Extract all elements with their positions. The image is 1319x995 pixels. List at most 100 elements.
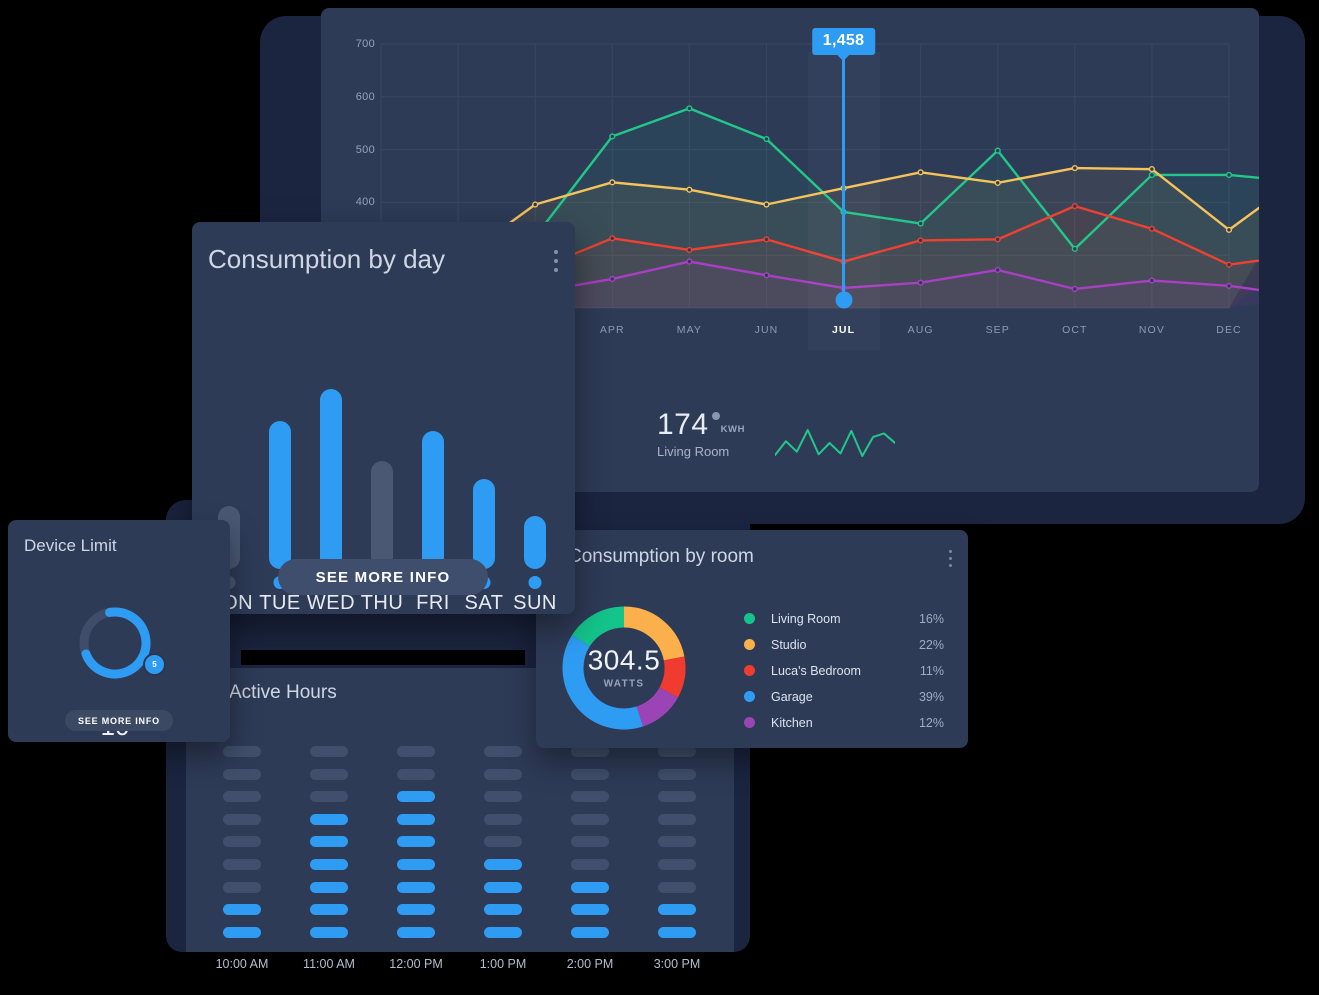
hour-pill <box>571 859 609 870</box>
legend-swatch-icon <box>744 717 755 728</box>
bar-column-wed[interactable]: WED <box>307 314 355 614</box>
legend-row[interactable]: Garage 39% <box>744 684 944 710</box>
hour-pill <box>397 791 435 803</box>
bar-label: FRI <box>416 592 450 614</box>
hour-pill <box>484 904 522 916</box>
month-label-dec[interactable]: DEC <box>1216 324 1242 336</box>
chart-cursor-dot[interactable] <box>835 291 853 309</box>
hour-pill <box>571 746 609 757</box>
kwh-summary: 174 KWH Living Room <box>657 408 957 488</box>
bar-column-fri[interactable]: FRI <box>410 314 456 614</box>
kwh-value-row: 174 KWH <box>657 408 957 442</box>
hour-pill <box>397 904 435 916</box>
month-label-jul[interactable]: JUL <box>831 324 856 336</box>
month-label-nov[interactable]: NOV <box>1138 324 1165 336</box>
see-more-info-button[interactable]: SEE MORE INFO <box>278 559 488 595</box>
legend-label: Living Room <box>771 612 841 626</box>
legend-swatch-icon <box>744 665 755 676</box>
hour-pill <box>571 813 609 825</box>
hour-column[interactable]: 1:00 PM <box>473 668 533 971</box>
hour-pill <box>484 768 522 780</box>
hour-pill <box>484 881 522 893</box>
hour-column[interactable]: 10:00 AM <box>212 668 272 971</box>
y-axis-tick: 400 <box>355 196 375 209</box>
see-more-info-button[interactable]: SEE MORE INFO <box>65 710 173 731</box>
hour-pill <box>310 926 348 938</box>
legend-swatch-icon <box>744 613 755 624</box>
hour-pill <box>658 791 696 803</box>
consumption-by-room-title: Consumption by room <box>568 546 754 567</box>
donut-chart-svg <box>562 606 686 730</box>
hour-pill <box>223 859 261 870</box>
legend-label: Kitchen <box>771 716 813 730</box>
bar <box>422 430 444 569</box>
kebab-menu-icon[interactable] <box>949 550 954 571</box>
bar <box>524 515 546 569</box>
hour-pill <box>310 813 348 825</box>
bar-label: SUN <box>513 592 557 614</box>
hour-column[interactable]: 2:00 PM <box>560 668 620 971</box>
legend-label: Garage <box>771 690 813 704</box>
legend-row[interactable]: Luca's Bedroom 11% <box>744 658 944 684</box>
bar <box>473 479 495 569</box>
kwh-dot-icon <box>711 412 720 420</box>
hour-label: 12:00 PM <box>389 957 443 972</box>
bar <box>320 389 342 569</box>
bar-label: SAT <box>464 592 504 614</box>
hour-pill <box>658 926 696 938</box>
hour-pill <box>484 791 522 803</box>
hour-label: 10:00 AM <box>215 957 269 972</box>
device-limit-gauge-svg <box>79 607 151 679</box>
hour-pill <box>571 926 609 938</box>
hour-pill <box>223 836 261 848</box>
month-label-aug[interactable]: AUG <box>907 324 934 336</box>
donut-chart: 304.5 WATTS <box>556 600 692 736</box>
month-label-oct[interactable]: OCT <box>1062 324 1088 336</box>
month-label-jun[interactable]: JUN <box>754 324 779 336</box>
hour-pill <box>397 881 435 893</box>
hour-pill <box>310 859 348 870</box>
line-chart-svg <box>377 43 1259 317</box>
month-label-may[interactable]: MAY <box>676 324 702 336</box>
hour-pill <box>310 836 348 848</box>
hour-pill <box>658 904 696 916</box>
legend-row[interactable]: Living Room 16% <box>744 606 944 632</box>
hour-pill <box>223 926 261 938</box>
hour-column[interactable]: 12:00 PM <box>386 668 446 971</box>
hour-pill <box>310 791 348 803</box>
hour-pill <box>310 904 348 916</box>
device-limit-badge[interactable]: 5 <box>143 653 166 676</box>
kebab-menu-icon[interactable] <box>554 250 559 277</box>
donut-unit: WATTS <box>603 678 645 690</box>
kwh-unit: KWH <box>720 424 746 435</box>
month-label-apr[interactable]: APR <box>599 324 625 336</box>
chart-cursor-line[interactable] <box>842 42 846 300</box>
bar <box>371 460 393 569</box>
hour-pill <box>397 768 435 780</box>
hour-pill <box>397 926 435 938</box>
device-limit-title: Device Limit <box>24 536 117 555</box>
legend-swatch-icon <box>744 691 755 702</box>
y-axis-tick: 500 <box>355 143 375 156</box>
hour-column[interactable]: 11:00 AM <box>299 668 359 971</box>
bar-column-sun[interactable]: SUN <box>512 314 558 614</box>
device-limit-card: Device Limit <box>8 520 230 742</box>
hour-column[interactable]: 3:00 PM <box>647 668 707 971</box>
kwh-room-label: Living Room <box>657 444 730 459</box>
room-legend: Living Room 16% Studio 22% Luca's Bedroo… <box>744 606 944 736</box>
hour-pill <box>223 904 261 916</box>
donut-center-label: 304.5 WATTS <box>588 646 661 690</box>
legend-row[interactable]: Studio 22% <box>744 632 944 658</box>
hour-pill <box>310 746 348 757</box>
month-label-sep[interactable]: SEP <box>985 324 1010 336</box>
bar <box>269 420 291 569</box>
hour-pill <box>223 791 261 803</box>
hour-pill <box>658 859 696 870</box>
legend-swatch-icon <box>744 639 755 650</box>
hour-label: 1:00 PM <box>479 957 527 972</box>
legend-row[interactable]: Kitchen 12% <box>744 710 944 736</box>
day-bars-chart: MONTUEWEDTHUFRISATSUN <box>192 222 575 614</box>
consumption-by-day-title: Consumption by day <box>208 244 446 274</box>
hour-pill <box>484 859 522 870</box>
